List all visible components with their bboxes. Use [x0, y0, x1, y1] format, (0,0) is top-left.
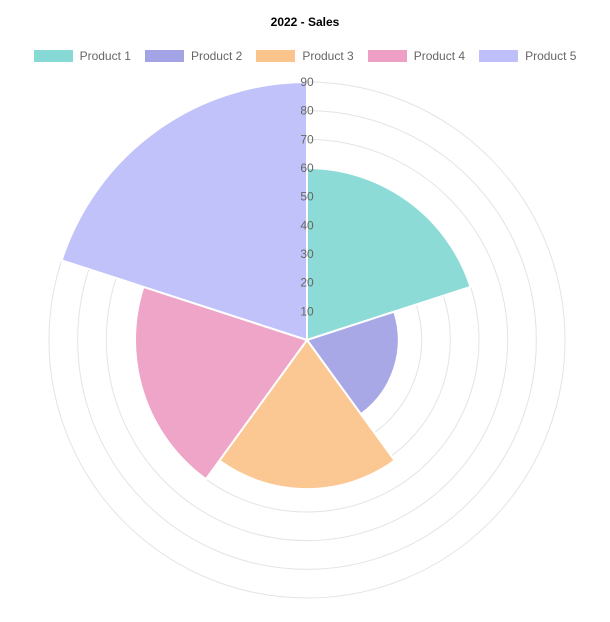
legend-item-product-4[interactable]: Product 4	[366, 49, 467, 63]
legend: Product 1 Product 2 Product 3 Product 4 …	[0, 49, 610, 63]
tick-layer: 10 20 30 40 50 60 70 80 90	[300, 75, 314, 318]
legend-swatch	[367, 50, 407, 62]
slice-product-2[interactable]	[305, 310, 400, 416]
tick-label: 90	[300, 75, 314, 89]
slice-product-5[interactable]	[60, 80, 308, 342]
chart-title: 2022 - Sales	[270, 15, 340, 29]
tick-label: 40	[300, 218, 314, 232]
tick-label: 20	[300, 276, 314, 290]
legend-swatch	[479, 50, 519, 62]
legend-swatch	[144, 50, 184, 62]
tick-label: 70	[300, 132, 314, 146]
legend-item-product-1[interactable]: Product 1	[32, 49, 133, 63]
slice-product-3[interactable]	[217, 338, 397, 490]
legend-swatch	[33, 50, 73, 62]
legend-item-product-5[interactable]: Product 5	[477, 49, 578, 63]
legend-item-product-3[interactable]: Product 3	[254, 49, 355, 63]
legend-label: Product 4	[413, 49, 466, 63]
slice-layer	[60, 80, 472, 490]
legend-swatch	[256, 50, 296, 62]
legend-label: Product 2	[190, 49, 243, 63]
slice-product-4[interactable]	[134, 285, 309, 481]
tick-label: 10	[300, 304, 314, 318]
tick-label: 30	[300, 247, 314, 261]
tick-label: 60	[300, 161, 314, 175]
legend-item-product-2[interactable]: Product 2	[143, 49, 244, 63]
tick-label: 50	[300, 190, 314, 204]
slice-product-1[interactable]	[306, 166, 472, 342]
legend-label: Product 3	[302, 49, 354, 63]
legend-label: Product 1	[79, 49, 131, 63]
legend-label: Product 5	[525, 49, 577, 63]
tick-label: 80	[300, 104, 314, 118]
